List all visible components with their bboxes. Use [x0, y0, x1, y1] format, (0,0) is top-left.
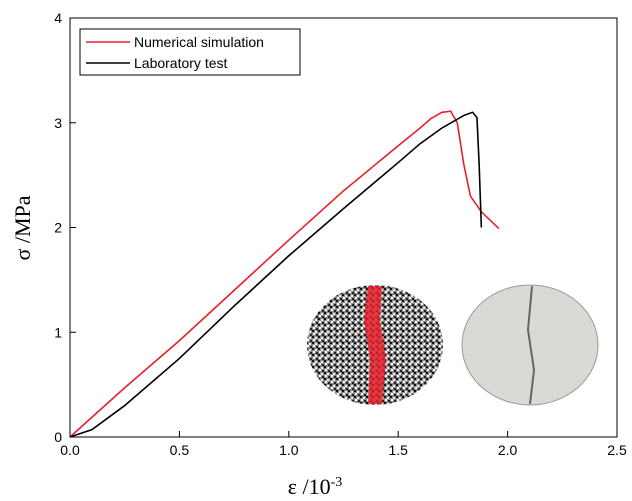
x-tick-label: 0.5 [170, 442, 190, 458]
y-tick-label: 3 [54, 115, 62, 131]
x-tick-label: 1.5 [388, 442, 408, 458]
y-tick-label: 4 [54, 10, 62, 26]
specimen-crack [526, 285, 536, 405]
y-tick-label: 1 [54, 324, 62, 340]
x-tick-label: 2.5 [607, 442, 627, 458]
y-tick-label: 2 [54, 220, 62, 236]
series-line [69, 111, 483, 438]
legend-box [79, 28, 301, 76]
x-tick-label: 0.0 [60, 442, 80, 458]
legend-label: Numerical simulation [134, 34, 264, 50]
legend-label: Laboratory test [134, 55, 227, 71]
x-tick-label: 2.0 [498, 442, 518, 458]
series-line [69, 110, 500, 438]
crack-band [364, 286, 386, 404]
x-tick-label: 1.0 [279, 442, 299, 458]
x-axis-label: ε /10-3 [288, 474, 343, 499]
y-axis-label: σ /MPa [10, 195, 35, 260]
inset-images [307, 284, 599, 406]
y-tick-label: 0 [54, 429, 62, 445]
